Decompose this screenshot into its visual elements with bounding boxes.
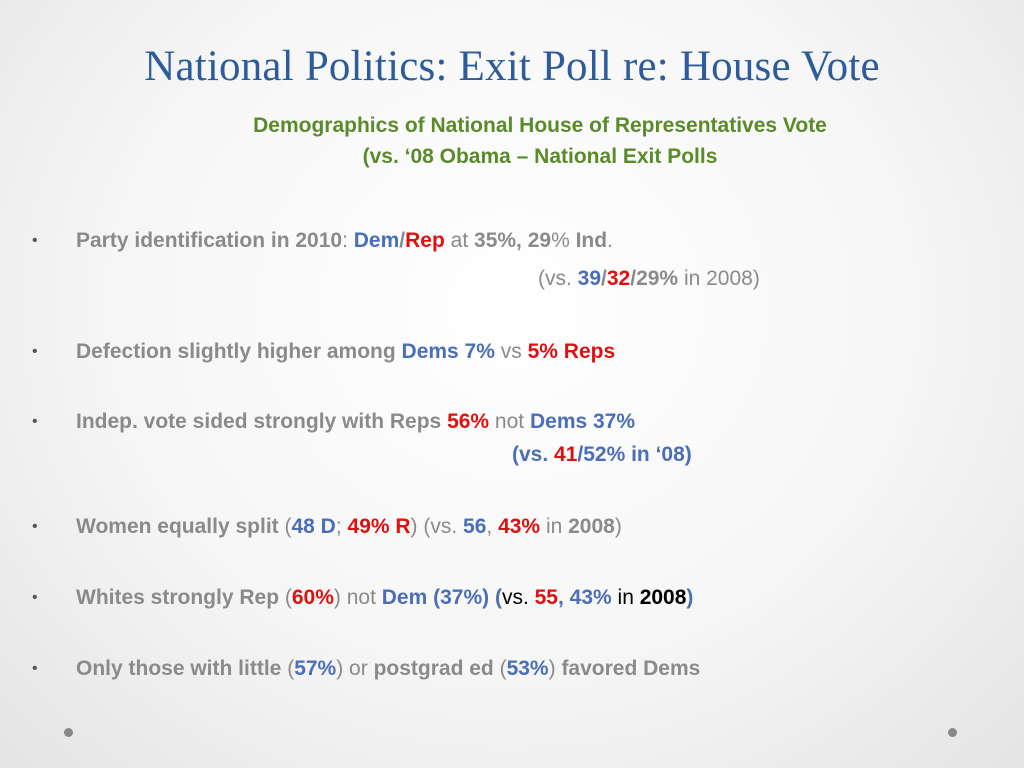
bullet-dot: • (32, 660, 38, 677)
subtitle-line-1: Demographics of National House of Repres… (253, 114, 827, 137)
text-run-dem: Dems 7% (401, 340, 495, 363)
bullet-text: Only those with little (57%) or postgrad… (76, 652, 700, 686)
slide-subtitle: Demographics of National House of Repres… (170, 110, 910, 172)
text-run-dem: Dem (353, 229, 400, 252)
text-run: (vs. (538, 267, 578, 290)
text-run-rep: 55 (534, 586, 558, 609)
text-run: vs. (501, 586, 535, 609)
text-run: ) (vs. (410, 515, 464, 538)
corner-dot-left (64, 728, 73, 737)
text-run: Women equally split (76, 515, 279, 538)
text-run: at (444, 229, 475, 252)
text-run-dem: 56 (463, 515, 487, 538)
text-run: ; (335, 515, 348, 538)
bullet-text: Indep. vote sided strongly with Reps 56%… (76, 405, 635, 439)
text-run-rep: 32 (606, 267, 631, 290)
text-run: Whites strongly Rep (76, 586, 280, 609)
text-run: ) (548, 657, 562, 680)
text-run: , (486, 515, 499, 538)
text-run: 35%, 29 (474, 229, 552, 252)
text-run: ( (279, 586, 292, 609)
bullet-dot: • (32, 343, 38, 360)
slide-title: National Politics: Exit Poll re: House V… (144, 43, 880, 90)
text-run: / (399, 229, 406, 252)
text-run: in (611, 586, 640, 609)
text-run: favored Dems (561, 657, 701, 680)
text-run-dem: (vs. (512, 443, 555, 466)
text-run-dem: 48 D (291, 515, 336, 538)
text-run-rep: 41 (554, 443, 578, 466)
text-run: ( (493, 657, 507, 680)
text-run-dem: /52% in ‘08) (577, 443, 692, 466)
bullet-text: Party identification in 2010: Dem/Rep at… (76, 224, 613, 258)
text-run: ) (614, 515, 622, 538)
text-run-rep: 56% (447, 410, 490, 433)
text-run: postgrad ed (373, 657, 494, 680)
text-run: Ind (575, 229, 608, 252)
text-run: Party identification in 2010 (76, 229, 343, 252)
text-run-dem: , 43% (557, 586, 612, 609)
text-run: Indep. vote sided strongly with Reps (76, 410, 448, 433)
text-run-rep: 5% Reps (527, 340, 616, 363)
text-run: in (540, 515, 569, 538)
text-run: in 2008) (678, 267, 760, 290)
bullet-subline: (vs. 41/52% in ‘08) (512, 438, 692, 472)
text-run: . (607, 229, 613, 252)
text-run: vs (494, 340, 528, 363)
text-run: 2008 (639, 586, 687, 609)
text-run: 2008 (568, 515, 615, 538)
text-run-rep: 43% (498, 515, 541, 538)
bullet-text: Women equally split (48 D; 49% R) (vs. 5… (76, 510, 622, 544)
bullet-text: Defection slightly higher among Dems 7% … (76, 335, 615, 369)
text-run: / (601, 267, 607, 290)
text-run: not (489, 410, 530, 433)
text-run: ( (278, 515, 292, 538)
text-run: % (551, 229, 576, 252)
subtitle-line-2: (vs. ‘08 Obama – National Exit Polls (362, 145, 718, 168)
bullet-dot: • (32, 518, 38, 535)
text-run-rep: Rep (405, 229, 445, 252)
text-run-dem: 57% (294, 657, 337, 680)
text-run: Defection slightly higher among (76, 340, 402, 363)
text-run-dem: Dem (37%) ( (381, 586, 502, 609)
text-run-rep: 49% R (347, 515, 411, 538)
corner-dot-right (948, 728, 957, 737)
text-run-dem: ) (686, 586, 694, 609)
bullet-dot: • (32, 413, 38, 430)
text-run-dem: 39 (577, 267, 602, 290)
bullet-subline: (vs. 39/32/29% in 2008) (538, 262, 760, 296)
text-run: : (342, 229, 354, 252)
text-run: ) or (336, 657, 374, 680)
bullet-dot: • (32, 232, 38, 249)
bullet-text: Whites strongly Rep (60%) not Dem (37%) … (76, 581, 693, 615)
text-run-dem: 53% (506, 657, 549, 680)
text-run: Only those with little (76, 657, 282, 680)
text-run: ) not (333, 586, 382, 609)
text-run: ( (281, 657, 295, 680)
text-run-rep: 60% (291, 586, 334, 609)
text-run-dem: Dems 37% (529, 410, 636, 433)
bullet-dot: • (32, 589, 38, 606)
text-run: /29% (630, 267, 679, 290)
